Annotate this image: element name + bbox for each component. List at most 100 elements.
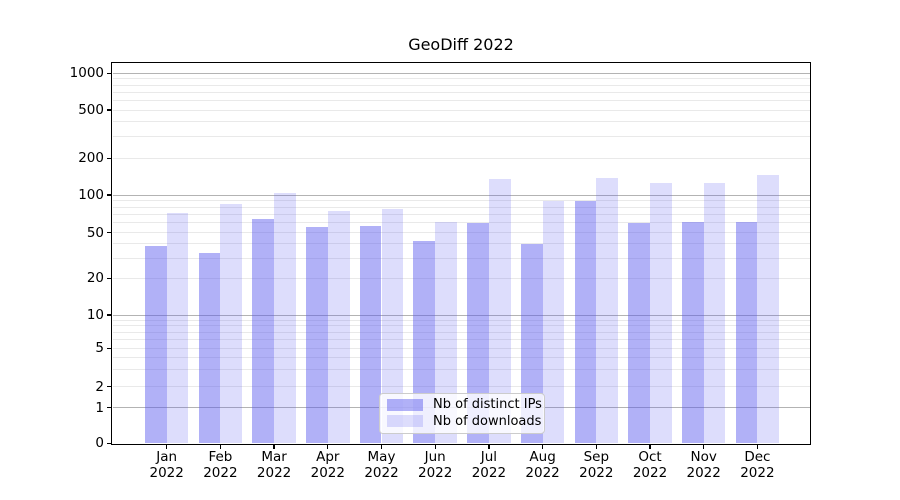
x-axis-tick [541, 444, 544, 449]
x-axis-tick-label-may: May 2022 [350, 449, 414, 481]
y-axis-tick-label: 500 [78, 102, 104, 118]
x-axis-tick [219, 444, 222, 449]
bar-distinct-ips-mar [252, 219, 275, 443]
x-axis-tick-label-nov: Nov 2022 [672, 449, 736, 481]
x-axis-tick [649, 444, 651, 449]
x-axis-tick [327, 444, 329, 449]
x-axis-tick [434, 444, 436, 449]
x-tick-month: Dec [744, 449, 771, 465]
minor-gridline [112, 347, 810, 349]
x-axis-tick-label-jul: Jul 2022 [457, 449, 521, 481]
x-axis-tick [595, 444, 597, 449]
major-gridline [112, 194, 810, 196]
minor-gridline [112, 319, 810, 321]
y-axis-tick [106, 232, 111, 234]
x-tick-year: 2022 [740, 464, 775, 481]
minor-gridline [112, 84, 810, 86]
bar-downloads-sep [596, 178, 619, 443]
minor-gridline [112, 109, 810, 111]
y-axis-tick-label: 100 [78, 187, 104, 203]
x-axis-tick-label-oct: Oct 2022 [618, 449, 682, 481]
minor-gridline [112, 331, 810, 333]
minor-gridline [112, 232, 810, 234]
y-axis-tick-label: 20 [86, 270, 104, 287]
minor-gridline [112, 121, 810, 123]
bar-downloads-oct [650, 182, 672, 443]
x-tick-month: Jan [156, 449, 178, 465]
minor-gridline [112, 200, 810, 202]
x-axis-tick-label-feb: Feb 2022 [188, 449, 252, 481]
x-tick-year: 2022 [310, 464, 345, 481]
minor-gridline [112, 325, 810, 327]
bar-downloads-dec [757, 174, 780, 443]
x-axis-tick-label-aug: Aug 2022 [511, 449, 575, 481]
x-tick-month: Apr [316, 449, 340, 465]
bar-downloads-jul [488, 179, 511, 443]
bar-distinct-ips-feb [198, 253, 221, 443]
y-axis-tick-label: 10 [86, 307, 104, 323]
bar-distinct-ips-jan [144, 246, 167, 443]
x-axis-tick [488, 444, 490, 449]
x-tick-month: Nov [690, 449, 717, 465]
minor-gridline [112, 369, 810, 371]
minor-gridline [112, 257, 810, 259]
y-axis-tick [106, 314, 111, 316]
y-axis-tick-label: 50 [86, 224, 104, 241]
bar-downloads-jan [166, 212, 189, 443]
bar-downloads-nov [703, 183, 726, 443]
minor-gridline [112, 206, 810, 208]
y-axis-tick [106, 347, 111, 349]
x-tick-month: Jun [424, 449, 446, 465]
bar-distinct-ips-may [359, 225, 382, 443]
bar-downloads-jun [435, 221, 457, 443]
bar-distinct-ips-nov [681, 221, 704, 443]
legend-label: Nb of downloads [433, 413, 542, 429]
bar-downloads-apr [327, 211, 350, 443]
x-tick-month: Mar [261, 449, 287, 465]
x-axis-tick [380, 444, 383, 449]
y-axis-tick [106, 277, 111, 279]
x-tick-year: 2022 [364, 464, 399, 481]
legend-swatch-distinct-ips [387, 398, 423, 411]
minor-gridline [112, 386, 810, 388]
y-axis-tick [106, 72, 111, 74]
x-tick-year: 2022 [203, 464, 238, 481]
bar-distinct-ips-apr [306, 226, 328, 443]
y-axis-tick [106, 407, 111, 409]
x-axis-tick-label-jan: Jan 2022 [135, 449, 199, 481]
x-tick-year: 2022 [471, 464, 507, 481]
bar-downloads-feb [220, 203, 243, 443]
y-axis-tick-label: 1000 [69, 65, 104, 82]
minor-gridline [112, 91, 810, 93]
x-tick-month: Jul [480, 449, 498, 465]
x-tick-month: May [367, 449, 396, 465]
y-axis-tick-label: 2 [95, 378, 104, 395]
x-axis-tick [166, 444, 168, 449]
x-tick-year: 2022 [579, 464, 614, 481]
bar-distinct-ips-sep [574, 200, 597, 443]
x-tick-year: 2022 [632, 464, 668, 481]
x-axis-tick-label-jun: Jun 2022 [403, 449, 467, 481]
x-tick-month: Sep [583, 449, 610, 465]
y-axis-tick-label: 200 [78, 150, 104, 167]
x-axis-tick [273, 444, 275, 449]
x-tick-year: 2022 [525, 464, 560, 481]
minor-gridline [112, 213, 810, 215]
y-axis-tick-label: 5 [95, 340, 104, 357]
x-tick-month: Oct [638, 449, 662, 465]
legend: Nb of distinct IPs Nb of downloads [379, 392, 545, 434]
x-tick-year: 2022 [686, 464, 721, 481]
major-gridline [112, 72, 810, 74]
x-tick-month: Feb [208, 449, 233, 465]
y-axis-tick [106, 442, 111, 444]
y-axis-tick-label: 0 [95, 435, 104, 452]
bar-downloads-aug [542, 200, 565, 443]
legend-item-downloads: Nb of downloads [384, 413, 542, 429]
x-axis-tick-label-dec: Dec 2022 [725, 449, 789, 481]
x-axis-tick-label-apr: Apr 2022 [296, 449, 360, 481]
bar-distinct-ips-jul [467, 222, 489, 443]
minor-gridline [112, 243, 810, 245]
x-tick-year: 2022 [418, 464, 453, 481]
minor-gridline [112, 339, 810, 341]
